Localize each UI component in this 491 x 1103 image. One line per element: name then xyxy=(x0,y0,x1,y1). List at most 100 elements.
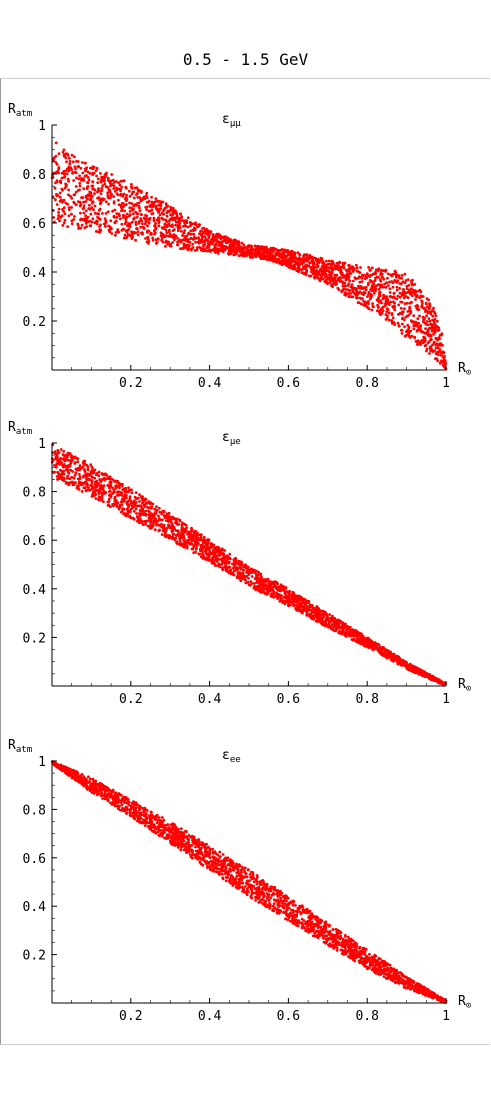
scatter-point xyxy=(300,610,304,614)
scatter-point xyxy=(181,521,184,525)
scatter-point xyxy=(424,672,427,676)
scatter-point xyxy=(123,490,127,494)
scatter-point xyxy=(145,205,149,209)
scatter-point xyxy=(315,269,319,273)
scatter-point xyxy=(349,634,352,638)
scatter-point xyxy=(406,278,410,281)
scatter-point xyxy=(182,527,186,531)
scatter-point xyxy=(125,212,129,216)
scatter-point xyxy=(395,281,399,284)
scatter-point xyxy=(73,481,77,485)
scatter-point xyxy=(423,316,426,320)
scatter-point xyxy=(130,500,133,503)
scatter-point xyxy=(409,329,413,333)
scatter-point xyxy=(396,321,400,325)
scatter-point xyxy=(413,335,417,339)
scatter-point xyxy=(407,290,411,294)
scatter-point xyxy=(102,197,106,201)
scatter-point xyxy=(418,341,422,345)
scatter-point xyxy=(164,531,167,535)
scatter-point xyxy=(122,507,126,511)
scatter-point xyxy=(62,472,66,476)
scatter-point xyxy=(375,298,379,302)
scatter-point xyxy=(132,509,136,513)
scatter-point xyxy=(409,319,413,323)
scatter-point xyxy=(138,493,141,496)
scatter-point xyxy=(433,349,436,353)
scatter-point xyxy=(297,267,301,270)
scatter-point xyxy=(94,480,98,484)
scatter-point xyxy=(86,176,90,179)
scatter-point xyxy=(311,614,315,618)
scatter-point xyxy=(111,478,115,481)
scatter-point xyxy=(362,292,366,296)
scatter-point xyxy=(98,198,102,202)
scatter-point xyxy=(364,285,368,289)
scatter-point xyxy=(138,521,141,525)
scatter-point xyxy=(130,192,134,196)
scatter-point xyxy=(151,502,155,506)
scatter-point xyxy=(378,311,381,314)
scatter-point xyxy=(96,220,99,223)
scatter-point xyxy=(91,476,94,479)
scatter-point xyxy=(134,220,138,224)
scatter-point xyxy=(377,288,381,291)
scatter-points-2 xyxy=(50,443,448,687)
scatter-point xyxy=(435,351,439,355)
scatter-point xyxy=(385,653,389,656)
scatter-point xyxy=(346,288,350,292)
scatter-point xyxy=(75,160,78,163)
scatter-point xyxy=(144,520,148,524)
scatter-point xyxy=(73,165,77,169)
scatter-point xyxy=(362,286,366,290)
scatter-point xyxy=(89,198,92,202)
scatter-point xyxy=(401,280,405,284)
x-tick-label: 0.6 xyxy=(277,692,300,707)
scatter-point xyxy=(55,203,59,206)
scatter-point xyxy=(200,233,204,237)
scatter-point xyxy=(181,234,184,237)
scatter-point xyxy=(393,296,397,300)
scatter-point xyxy=(123,197,127,201)
scatter-point xyxy=(124,185,128,189)
scatter-point xyxy=(379,299,382,302)
scatter-point xyxy=(349,272,353,275)
scatter-point xyxy=(98,488,101,491)
scatter-point xyxy=(56,449,60,452)
scatter-point xyxy=(108,486,111,490)
scatter-point xyxy=(95,472,99,475)
scatter-point xyxy=(131,190,135,194)
scatter-point xyxy=(420,300,424,304)
scatter-point xyxy=(57,167,61,171)
scatter-point xyxy=(353,276,357,279)
scatter-point xyxy=(223,565,227,569)
scatter-point xyxy=(269,580,272,584)
scatter-point xyxy=(271,255,275,259)
scatter-point xyxy=(409,309,412,313)
scatter-point xyxy=(255,574,259,578)
scatter-point xyxy=(176,225,180,229)
scatter-point xyxy=(424,332,428,335)
scatter-point xyxy=(203,232,207,235)
scatter-point xyxy=(123,209,126,213)
scatter-point xyxy=(107,202,110,206)
scatter-point xyxy=(274,252,278,256)
scatter-point xyxy=(305,254,309,257)
scatter-point xyxy=(190,529,193,533)
scatter-point xyxy=(144,523,147,526)
scatter-point xyxy=(127,505,130,509)
scatter-point xyxy=(398,291,402,295)
scatter-point xyxy=(263,257,266,260)
scatter-point xyxy=(362,639,366,643)
scatter-point xyxy=(327,622,331,626)
scatter-point xyxy=(332,267,336,271)
scatter-point xyxy=(162,525,165,529)
scatter-point xyxy=(403,660,406,664)
scatter-point xyxy=(58,219,61,223)
scatter-point xyxy=(314,607,318,610)
scatter-point xyxy=(120,185,124,189)
scatter-point xyxy=(398,287,401,290)
scatter-point xyxy=(228,252,231,256)
scatter-point xyxy=(126,233,130,237)
